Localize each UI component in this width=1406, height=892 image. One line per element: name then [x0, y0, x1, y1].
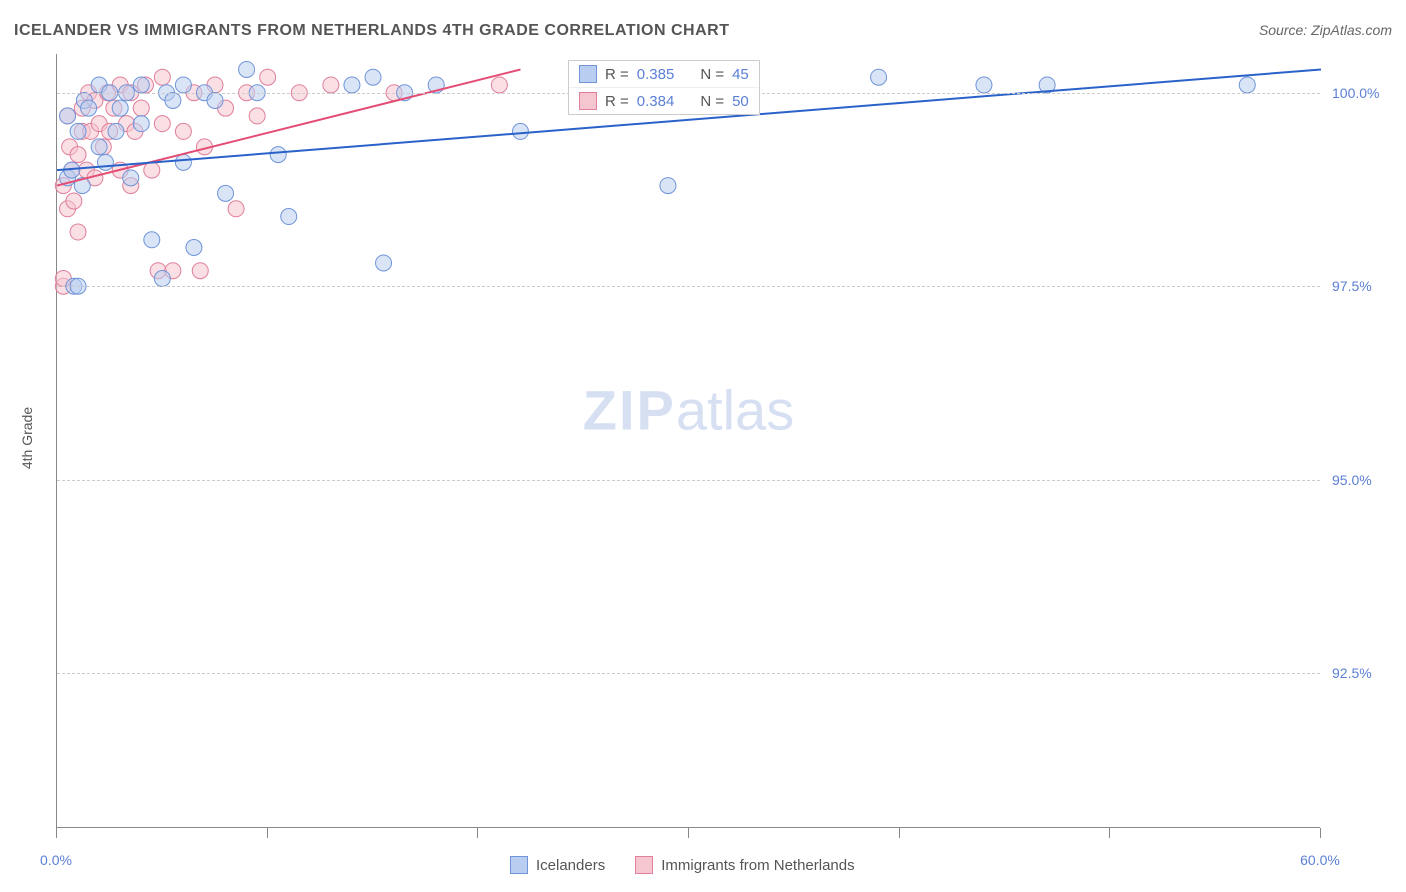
scatter-point	[365, 69, 381, 85]
legend-n-value: 50	[732, 93, 749, 110]
x-tick-label: 0.0%	[40, 852, 72, 868]
scatter-point	[192, 263, 208, 279]
scatter-point	[154, 69, 170, 85]
x-tick	[267, 828, 268, 838]
x-tick	[477, 828, 478, 838]
legend-series-item: Immigrants from Netherlands	[635, 856, 854, 874]
scatter-point	[144, 162, 160, 178]
scatter-point	[133, 100, 149, 116]
legend-r-value: 0.385	[637, 66, 675, 83]
y-tick-label: 100.0%	[1332, 85, 1379, 101]
scatter-point	[144, 232, 160, 248]
scatter-point	[112, 100, 128, 116]
scatter-point	[323, 77, 339, 93]
gridline	[57, 286, 1320, 287]
scatter-point	[512, 123, 528, 139]
y-axis-label: 4th Grade	[19, 407, 35, 469]
scatter-point	[218, 185, 234, 201]
scatter-point	[133, 116, 149, 132]
scatter-point	[260, 69, 276, 85]
chart-title: ICELANDER VS IMMIGRANTS FROM NETHERLANDS…	[14, 22, 729, 40]
scatter-point	[175, 123, 191, 139]
scatter-point	[123, 170, 139, 186]
legend-swatch	[635, 856, 653, 874]
legend-correlation-box: R = 0.385 N = 45 R = 0.384 N = 50	[568, 60, 760, 115]
scatter-point	[133, 77, 149, 93]
legend-n-value: 45	[732, 66, 749, 83]
legend-series: Icelanders Immigrants from Netherlands	[510, 856, 855, 874]
scatter-point	[491, 77, 507, 93]
scatter-point	[66, 193, 82, 209]
scatter-point	[70, 224, 86, 240]
plot-area: ZIPatlas	[56, 54, 1320, 828]
legend-swatch	[579, 92, 597, 110]
chart-svg	[57, 54, 1321, 828]
scatter-point	[660, 178, 676, 194]
legend-swatch	[579, 65, 597, 83]
scatter-point	[108, 123, 124, 139]
scatter-point	[70, 147, 86, 163]
scatter-point	[97, 154, 113, 170]
scatter-point	[91, 139, 107, 155]
gridline	[57, 673, 1320, 674]
scatter-point	[1239, 77, 1255, 93]
legend-series-item: Icelanders	[510, 856, 605, 874]
scatter-point	[281, 209, 297, 225]
legend-correlation-row: R = 0.384 N = 50	[569, 87, 759, 114]
scatter-point	[70, 123, 86, 139]
legend-r-value: 0.384	[637, 93, 675, 110]
legend-series-label: Icelanders	[536, 857, 605, 874]
legend-r-label: R =	[605, 93, 629, 110]
y-tick-label: 97.5%	[1332, 278, 1372, 294]
x-tick	[688, 828, 689, 838]
scatter-point	[249, 108, 265, 124]
scatter-point	[60, 108, 76, 124]
scatter-point	[228, 201, 244, 217]
scatter-point	[270, 147, 286, 163]
x-tick	[1109, 828, 1110, 838]
scatter-point	[175, 77, 191, 93]
scatter-point	[207, 92, 223, 108]
scatter-point	[175, 154, 191, 170]
scatter-point	[344, 77, 360, 93]
x-tick	[1320, 828, 1321, 838]
scatter-point	[871, 69, 887, 85]
legend-n-label: N =	[700, 93, 724, 110]
gridline	[57, 480, 1320, 481]
y-tick-label: 92.5%	[1332, 665, 1372, 681]
x-tick-label: 60.0%	[1300, 852, 1340, 868]
x-tick	[56, 828, 57, 838]
legend-correlation-row: R = 0.385 N = 45	[569, 61, 759, 87]
source-label: Source: ZipAtlas.com	[1259, 22, 1392, 38]
y-tick-label: 95.0%	[1332, 472, 1372, 488]
scatter-point	[976, 77, 992, 93]
scatter-point	[154, 270, 170, 286]
scatter-point	[154, 116, 170, 132]
legend-r-label: R =	[605, 66, 629, 83]
x-tick	[899, 828, 900, 838]
legend-series-label: Immigrants from Netherlands	[661, 857, 854, 874]
scatter-point	[165, 92, 181, 108]
scatter-point	[81, 100, 97, 116]
legend-n-label: N =	[700, 66, 724, 83]
scatter-point	[186, 240, 202, 256]
scatter-point	[239, 61, 255, 77]
legend-swatch	[510, 856, 528, 874]
scatter-point	[376, 255, 392, 271]
